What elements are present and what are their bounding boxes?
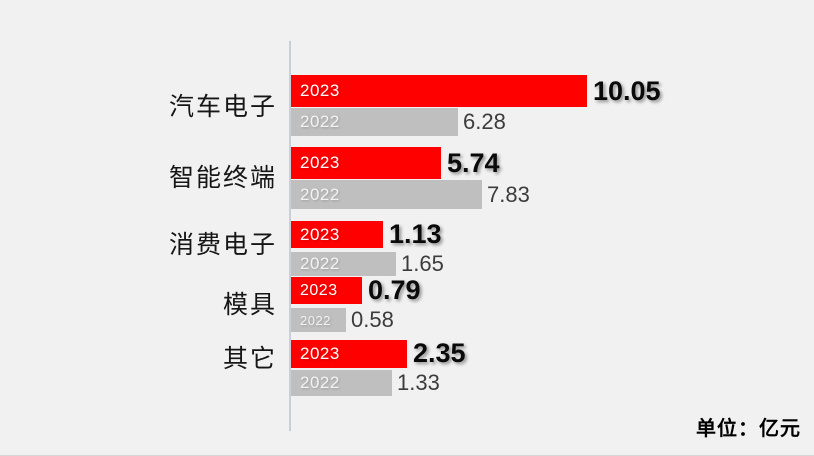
bar-group-moju: 2023 0.79 2022 0.58 bbox=[291, 275, 811, 334]
bar-series-label: 2023 bbox=[300, 224, 340, 244]
category-label-qichedianzi: 汽车电子 bbox=[168, 93, 277, 121]
bar-series-label: 2022 bbox=[300, 184, 340, 204]
bar-series-label: 2022 bbox=[300, 254, 340, 273]
bar-value-label: 0.79 bbox=[368, 275, 421, 305]
bar-2022: 2022 bbox=[291, 180, 482, 209]
category-label-zhinengzhongduan: 智能终端 bbox=[168, 164, 277, 192]
bar-2022: 2022 bbox=[291, 108, 458, 136]
bar-series-label: 2023 bbox=[300, 153, 340, 172]
bar-2023: 2023 bbox=[291, 277, 362, 304]
bar-2023: 2023 bbox=[291, 75, 587, 107]
bar-group-zhinengzhongduan: 2023 5.74 2022 7.83 bbox=[291, 147, 811, 210]
category-label-qita: 其它 bbox=[222, 345, 277, 373]
bar-2022: 2022 bbox=[291, 370, 392, 396]
bar-2023: 2023 bbox=[291, 147, 441, 179]
bar-value-label: 2.35 bbox=[413, 338, 466, 368]
bar-value-label: 10.05 bbox=[593, 75, 661, 106]
bar-2023: 2023 bbox=[291, 339, 407, 368]
bar-value-label: 1.13 bbox=[389, 219, 442, 249]
bar-value-label: 0.58 bbox=[351, 307, 394, 332]
bar-series-label: 2023 bbox=[300, 343, 340, 363]
bar-value-label: 1.65 bbox=[401, 251, 444, 276]
axis-baseline bbox=[289, 41, 291, 431]
bar-group-xiaofeidianzi: 2023 1.13 2022 1.65 bbox=[291, 219, 811, 278]
bar-value-label: 5.74 bbox=[447, 147, 500, 178]
bar-group-qita: 2023 2.35 2022 1.33 bbox=[291, 338, 811, 397]
bar-series-label: 2022 bbox=[300, 373, 340, 392]
bar-2023: 2023 bbox=[291, 221, 383, 248]
bar-series-label: 2022 bbox=[300, 112, 340, 131]
bar-value-label: 1.33 bbox=[397, 370, 440, 395]
bar-value-label: 7.83 bbox=[487, 181, 530, 207]
bar-value-label: 6.28 bbox=[463, 109, 506, 134]
bar-series-label: 2022 bbox=[300, 312, 331, 328]
bar-group-qichedianzi: 2023 10.05 2022 6.28 bbox=[291, 75, 811, 137]
bar-series-label: 2023 bbox=[300, 81, 340, 100]
category-label-moju: 模具 bbox=[222, 291, 277, 319]
bar-series-label: 2023 bbox=[300, 281, 338, 299]
bar-2022: 2022 bbox=[291, 308, 346, 332]
unit-label: 单位：亿元 bbox=[696, 418, 801, 440]
category-label-xiaofeidianzi: 消费电子 bbox=[168, 231, 277, 259]
bar-2022: 2022 bbox=[291, 252, 396, 276]
